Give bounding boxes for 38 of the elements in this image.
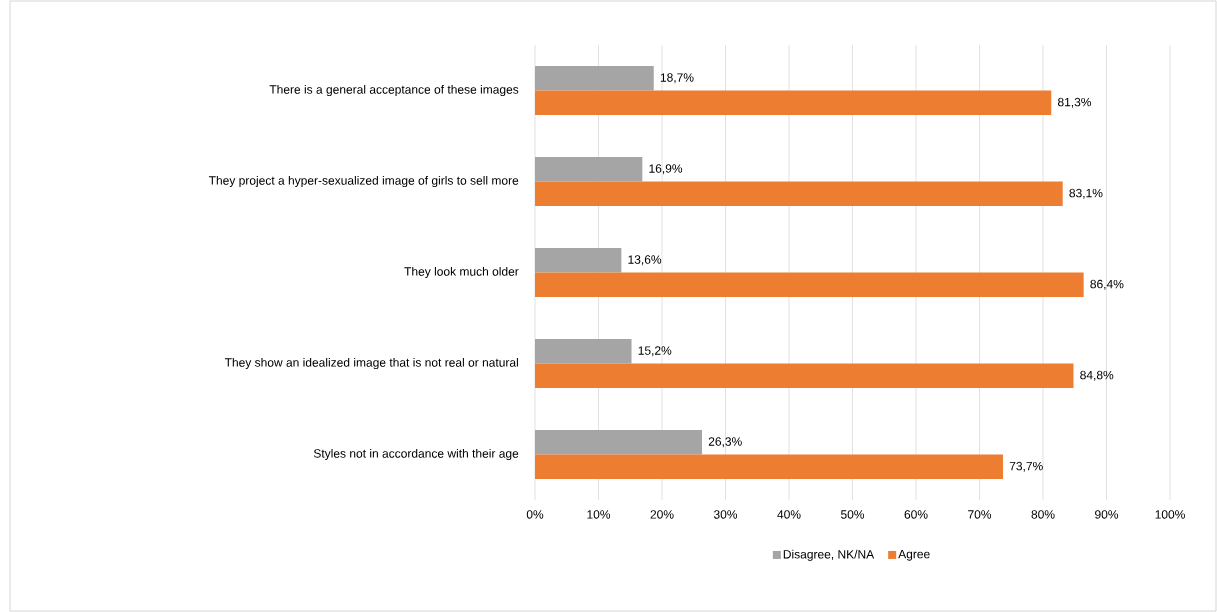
data-label: 26,3% xyxy=(708,437,742,448)
bar xyxy=(535,65,654,91)
data-label: 83,1% xyxy=(1069,188,1103,199)
bar xyxy=(535,156,643,182)
x-tick-label: 0% xyxy=(526,510,544,519)
bar xyxy=(535,429,703,455)
x-tick-label: 40% xyxy=(777,510,801,519)
bar xyxy=(535,90,1052,116)
bar xyxy=(535,338,632,364)
x-tick-label: 30% xyxy=(713,510,738,519)
x-tick-label: 70% xyxy=(968,510,992,519)
bar xyxy=(535,454,1003,480)
legend-label: Agree xyxy=(898,549,930,561)
x-tick-label: 20% xyxy=(650,510,674,519)
y-tick-label: They show an idealized image that is not real or natural xyxy=(224,357,518,370)
y-tick-label: Styles not in accordance with their age xyxy=(313,448,519,461)
data-label: 16,9% xyxy=(649,164,683,175)
y-tick-label: They look much older xyxy=(404,266,519,279)
x-tick-label: 60% xyxy=(904,510,928,519)
x-tick-label: 50% xyxy=(840,510,865,519)
x-tick-label: 90% xyxy=(1095,510,1119,519)
x-tick-label: 100% xyxy=(1155,510,1185,519)
bar xyxy=(535,272,1084,298)
data-label: 15,2% xyxy=(638,346,672,357)
data-label: 84,8% xyxy=(1080,370,1114,381)
x-tick-label: 10% xyxy=(587,510,611,519)
data-label: 18,7% xyxy=(660,73,694,84)
y-tick-label: They project a hyper-sexualized image of girls to sell more xyxy=(208,175,519,188)
bar xyxy=(535,247,622,273)
data-label: 86,4% xyxy=(1090,279,1124,290)
data-label: 81,3% xyxy=(1057,97,1092,108)
bar xyxy=(535,363,1074,389)
legend-label: Disagree, NK/NA xyxy=(783,549,875,561)
bar xyxy=(535,181,1063,207)
y-tick-label: There is a general acceptance of these images xyxy=(269,84,519,97)
data-label: 73,7% xyxy=(1009,461,1043,472)
data-label: 13,6% xyxy=(628,255,662,266)
x-tick-label: 80% xyxy=(1031,510,1055,519)
